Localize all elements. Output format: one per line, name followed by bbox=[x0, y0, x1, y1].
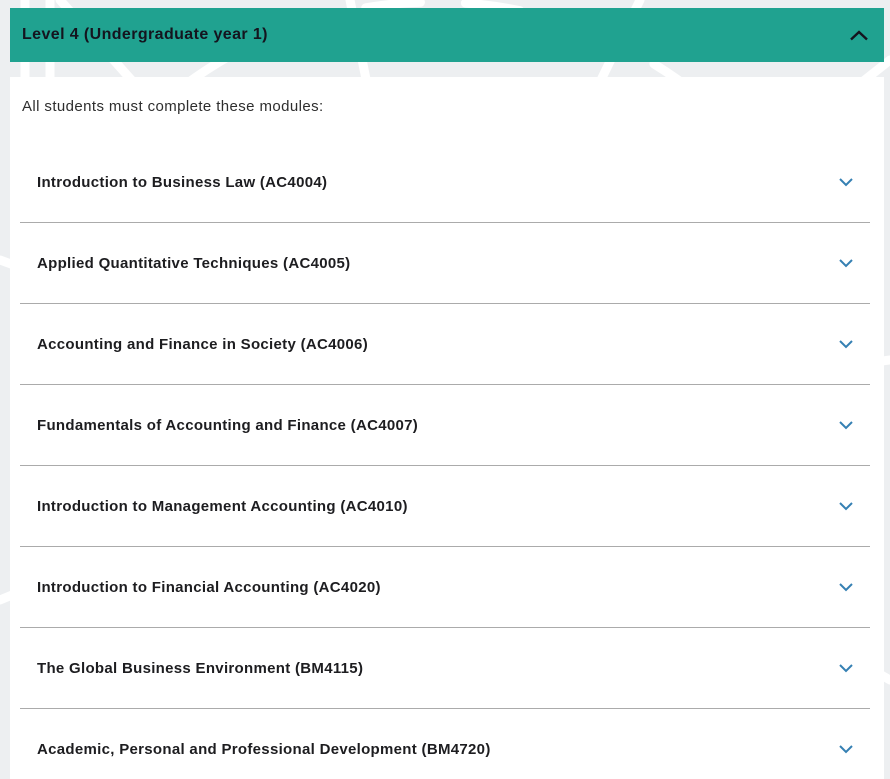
module-accordion-item[interactable]: Applied Quantitative Techniques (AC4005) bbox=[20, 223, 870, 304]
chevron-down-icon bbox=[838, 582, 854, 592]
chevron-down-icon bbox=[838, 258, 854, 268]
chevron-down-icon bbox=[838, 501, 854, 511]
chevron-down-icon bbox=[838, 420, 854, 430]
module-accordion-item[interactable]: Accounting and Finance in Society (AC400… bbox=[20, 304, 870, 385]
module-accordion-item[interactable]: Introduction to Management Accounting (A… bbox=[20, 466, 870, 547]
module-accordion-item[interactable]: Introduction to Business Law (AC4004) bbox=[20, 142, 870, 223]
chevron-up-icon bbox=[849, 29, 869, 41]
module-title: Academic, Personal and Professional Deve… bbox=[37, 740, 491, 758]
module-title: Accounting and Finance in Society (AC400… bbox=[37, 335, 368, 353]
module-title: Introduction to Financial Accounting (AC… bbox=[37, 578, 381, 596]
chevron-down-icon bbox=[838, 339, 854, 349]
module-accordion-item[interactable]: Fundamentals of Accounting and Finance (… bbox=[20, 385, 870, 466]
module-accordion-item[interactable]: Introduction to Financial Accounting (AC… bbox=[20, 547, 870, 628]
intro-text: All students must complete these modules… bbox=[22, 98, 324, 115]
chevron-down-icon bbox=[838, 744, 854, 754]
module-list: Introduction to Business Law (AC4004) Ap… bbox=[20, 142, 870, 779]
module-title: The Global Business Environment (BM4115) bbox=[37, 659, 364, 677]
accordion-panel: All students must complete these modules… bbox=[10, 77, 884, 779]
module-accordion-item[interactable]: The Global Business Environment (BM4115) bbox=[20, 628, 870, 709]
chevron-down-icon bbox=[838, 177, 854, 187]
module-title: Introduction to Management Accounting (A… bbox=[37, 497, 408, 515]
module-title: Introduction to Business Law (AC4004) bbox=[37, 173, 328, 191]
module-accordion-item[interactable]: Academic, Personal and Professional Deve… bbox=[20, 709, 870, 779]
chevron-down-icon bbox=[838, 663, 854, 673]
module-title: Fundamentals of Accounting and Finance (… bbox=[37, 416, 419, 434]
accordion-header-level4[interactable]: Level 4 (Undergraduate year 1) bbox=[10, 8, 884, 62]
module-title: Applied Quantitative Techniques (AC4005) bbox=[37, 254, 351, 272]
accordion-header-label: Level 4 (Undergraduate year 1) bbox=[22, 26, 268, 43]
